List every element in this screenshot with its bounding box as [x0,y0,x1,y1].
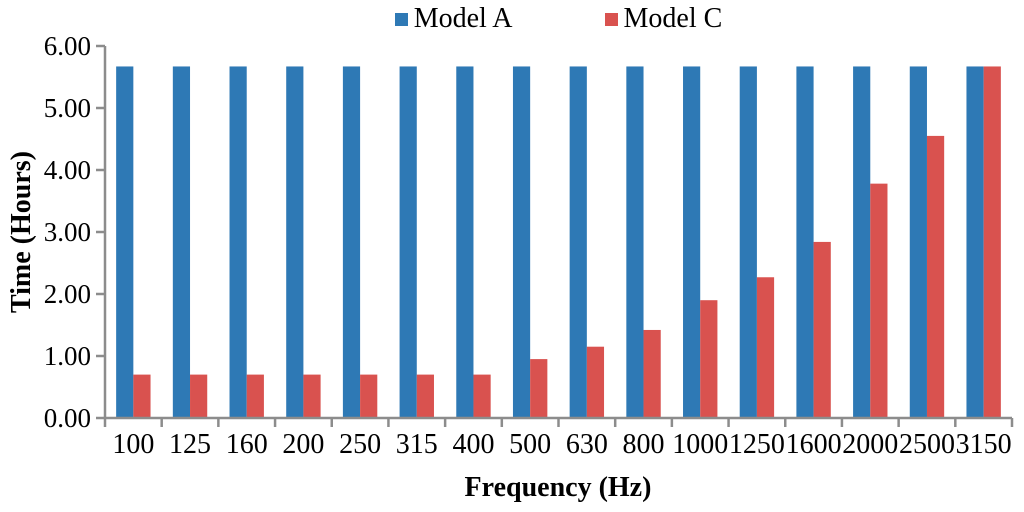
bar-model-a-400 [456,66,474,419]
y-tick-label: 2.00 [44,279,91,309]
legend-item-model-c: Model C [604,3,723,35]
bar-model-a-315 [399,66,417,419]
bar-model-a-1000 [683,66,701,419]
legend-label-model-c: Model C [623,3,723,34]
bar-model-a-2000 [853,66,871,419]
bar-model-c-125 [190,374,208,418]
x-tick-label: 125 [169,429,211,460]
bar-model-c-500 [530,359,548,418]
x-tick-label: 3150 [956,429,1012,460]
bar-model-a-800 [626,66,644,419]
x-tick-label: 160 [226,429,268,460]
x-tick-label: 1000 [672,429,728,460]
x-tick-label: 630 [566,429,608,460]
y-tick-label: 0.00 [44,403,91,433]
x-tick-label: 2000 [842,429,898,460]
bar-model-a-100 [116,66,134,419]
x-axis-title: Frequency (Hz) [464,472,652,503]
bar-model-a-2500 [909,66,927,419]
bar-model-c-1000 [700,300,718,418]
x-tick-label: 200 [282,429,324,460]
x-tick-label: 800 [623,429,665,460]
bar-model-c-3150 [983,66,1001,419]
bar-model-a-500 [512,66,531,419]
x-tick-label: 1600 [786,429,842,460]
bar-model-a-3150 [966,66,984,419]
bar-model-a-200 [286,66,304,419]
bar-model-c-1250 [756,277,775,418]
y-tick-label: 3.00 [44,217,91,247]
x-tick-label: 500 [509,429,551,460]
bar-model-c-2500 [926,135,945,418]
y-tick-label: 1.00 [44,341,91,371]
bar-model-c-2000 [870,183,888,418]
y-tick-label: 6.00 [44,31,91,61]
bar-model-c-1600 [813,241,831,418]
x-tick-label: 315 [396,429,438,460]
legend-item-model-a: Model A [394,3,513,35]
bar-model-a-630 [569,66,587,419]
bar-model-c-250 [360,374,378,418]
y-tick-label: 5.00 [44,93,91,123]
legend: Model A Model C [105,2,1012,36]
bar-model-a-1600 [796,66,814,419]
x-tick-label: 100 [112,429,154,460]
bar-model-c-400 [473,374,491,418]
bar-model-a-1250 [739,66,757,419]
bar-model-c-630 [586,346,605,418]
bar-model-c-315 [416,374,434,418]
legend-swatch-model-a [394,12,408,26]
bar-model-a-125 [172,66,191,419]
bar-model-c-160 [246,374,264,418]
x-tick-label: 250 [339,429,381,460]
legend-swatch-model-c [604,12,618,26]
bar-model-c-100 [133,374,151,418]
x-tick-label: 1250 [729,429,785,460]
x-tick-label: 400 [452,429,494,460]
bar-model-c-800 [643,329,661,418]
x-tick-label: 2500 [899,429,955,460]
legend-label-model-a: Model A [413,3,513,34]
bar-model-c-200 [303,374,321,418]
bar-model-a-160 [229,66,247,419]
bar-model-a-250 [342,66,361,419]
y-tick-label: 4.00 [44,155,91,185]
